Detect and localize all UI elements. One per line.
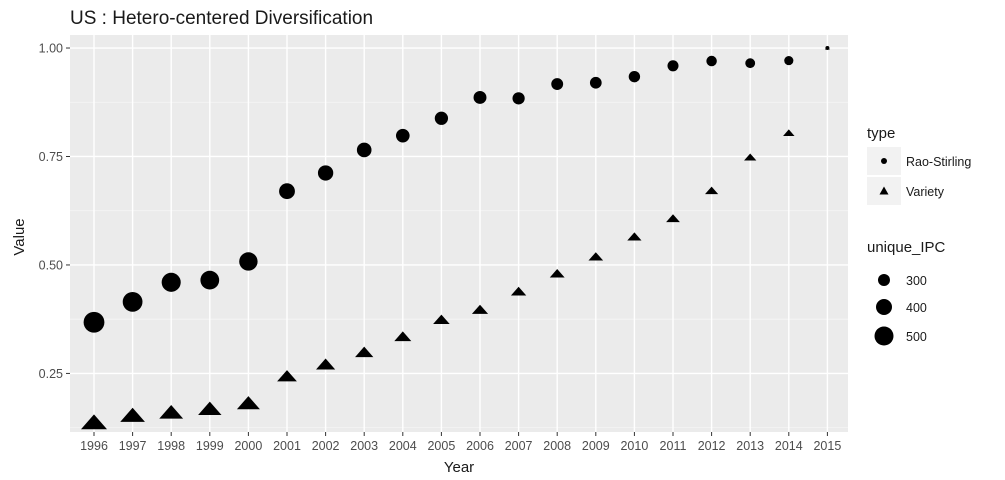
x-tick-label: 2015 bbox=[813, 439, 841, 453]
y-tick-label: 0.75 bbox=[39, 150, 63, 164]
legend-size-title: unique_IPC bbox=[867, 239, 946, 256]
data-points bbox=[81, 46, 830, 430]
point-variety bbox=[549, 269, 565, 278]
point-rao-stirling bbox=[628, 70, 641, 83]
point-rao-stirling bbox=[512, 92, 525, 105]
point-variety bbox=[355, 346, 374, 358]
x-tick-label: 2001 bbox=[273, 439, 301, 453]
point-rao-stirling bbox=[396, 128, 410, 143]
point-rao-stirling bbox=[122, 291, 143, 312]
legend-key-rao-stirling bbox=[881, 158, 887, 164]
point-rao-stirling bbox=[239, 252, 258, 271]
x-tick-label: 1999 bbox=[196, 439, 224, 453]
x-tick-label: 2003 bbox=[350, 439, 378, 453]
legend-size-key-300 bbox=[878, 274, 890, 286]
x-tick-label: 2011 bbox=[660, 439, 687, 453]
x-tick-label: 2005 bbox=[427, 439, 455, 453]
point-rao-stirling bbox=[667, 60, 679, 72]
point-variety bbox=[81, 414, 107, 430]
point-variety bbox=[744, 153, 757, 161]
point-rao-stirling bbox=[356, 142, 372, 158]
point-rao-stirling bbox=[161, 272, 181, 292]
point-variety bbox=[277, 370, 297, 382]
axes: 0.25 0.50 0.75 1.00 1996 1997 1998 1999 2000 2001… bbox=[39, 42, 842, 453]
point-rao-stirling bbox=[200, 270, 220, 290]
legend-label-rao-stirling: Rao-Stirling bbox=[906, 155, 971, 169]
x-axis-title: Year bbox=[444, 459, 474, 476]
x-tick-label: 2008 bbox=[543, 439, 571, 453]
legend-size-key-500 bbox=[874, 326, 894, 346]
point-rao-stirling bbox=[83, 311, 105, 333]
point-variety bbox=[588, 252, 604, 261]
legend-size-key-400 bbox=[876, 299, 892, 315]
point-variety bbox=[783, 129, 795, 136]
legend-size-label-300: 300 bbox=[906, 274, 927, 288]
x-tick-label: 2004 bbox=[389, 439, 417, 453]
point-variety bbox=[824, 46, 830, 50]
point-rao-stirling bbox=[589, 76, 602, 89]
point-variety bbox=[159, 404, 184, 419]
grid-minor bbox=[70, 101, 848, 429]
point-variety bbox=[394, 331, 412, 342]
y-tick-label: 1.00 bbox=[39, 42, 63, 56]
x-tick-label: 2009 bbox=[582, 439, 610, 453]
x-tick-label: 1998 bbox=[157, 439, 185, 453]
point-variety bbox=[705, 186, 719, 195]
legend-size-label-500: 500 bbox=[906, 330, 927, 344]
point-rao-stirling bbox=[784, 56, 794, 66]
point-rao-stirling bbox=[317, 165, 334, 181]
grid-major bbox=[70, 35, 848, 432]
point-variety bbox=[471, 304, 489, 314]
y-tick-label: 0.25 bbox=[39, 367, 63, 381]
point-variety bbox=[120, 407, 145, 422]
y-axis-title: Value bbox=[11, 218, 28, 255]
x-tick-label: 2013 bbox=[736, 439, 764, 453]
x-tick-label: 2010 bbox=[620, 439, 648, 453]
x-tick-label: 2000 bbox=[234, 439, 262, 453]
point-variety bbox=[198, 401, 222, 415]
point-rao-stirling bbox=[551, 78, 564, 90]
point-rao-stirling bbox=[745, 58, 756, 69]
legend-key-variety bbox=[879, 186, 889, 195]
legend-size-label-400: 400 bbox=[906, 301, 927, 315]
legend: type Rao-Stirling Variety unique_IPC 300… bbox=[867, 125, 971, 346]
point-variety bbox=[433, 314, 450, 325]
point-variety bbox=[316, 358, 336, 370]
y-tick-label: 0.50 bbox=[39, 258, 63, 272]
plot-panel bbox=[70, 35, 848, 432]
point-rao-stirling bbox=[434, 111, 449, 125]
point-variety bbox=[510, 286, 527, 296]
x-tick-label: 2012 bbox=[698, 439, 726, 453]
point-variety bbox=[627, 232, 642, 241]
x-tick-label: 2002 bbox=[312, 439, 340, 453]
point-variety bbox=[236, 396, 260, 410]
legend-type-title: type bbox=[867, 125, 895, 142]
x-tick-label: 1996 bbox=[80, 439, 108, 453]
legend-label-variety: Variety bbox=[906, 185, 945, 199]
point-rao-stirling bbox=[706, 55, 717, 67]
x-tick-label: 2014 bbox=[775, 439, 803, 453]
x-tick-label: 2006 bbox=[466, 439, 494, 453]
point-rao-stirling bbox=[473, 91, 487, 104]
point-variety bbox=[666, 214, 680, 223]
x-tick-label: 2007 bbox=[505, 439, 533, 453]
chart-title: US : Hetero-centered Diversification bbox=[70, 8, 373, 29]
point-rao-stirling bbox=[279, 183, 295, 200]
x-tick-label: 1997 bbox=[119, 439, 147, 453]
